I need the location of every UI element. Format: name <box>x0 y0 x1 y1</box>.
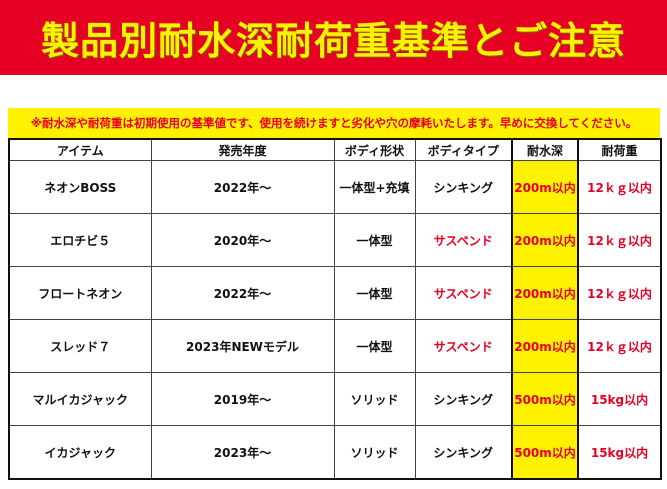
table-row: マルイカジャック 2019年～ ソリッド シンキング 500m以内 15kg以内 <box>8 372 662 426</box>
cell-shape: ソリッド <box>333 425 416 480</box>
cell-shape: 一体型+充填 <box>333 160 416 214</box>
cell-year: 2020年～ <box>150 213 335 267</box>
table-row: イカジャック 2023年～ ソリッド シンキング 500m以内 15kg以内 <box>8 425 662 480</box>
cell-item: フロートネオン <box>8 266 152 320</box>
cell-depth: 200m以内 <box>511 213 579 267</box>
cell-item: エロチビ５ <box>8 213 152 267</box>
cell-item: マルイカジャック <box>8 372 152 426</box>
cell-item: スレッド７ <box>8 319 152 373</box>
cell-depth: 500m以内 <box>511 425 579 480</box>
cell-type: シンキング <box>414 372 513 426</box>
header-type: ボディタイプ <box>414 138 513 161</box>
cell-type: サスペンド <box>414 319 513 373</box>
page-title: 製品別耐水深耐荷重基準とご注意 <box>40 19 626 63</box>
table-header-row: アイテム 発売年度 ボディ形状 ボディタイプ 耐水深 耐荷重 <box>8 138 662 161</box>
spec-table: アイテム 発売年度 ボディ形状 ボディタイプ 耐水深 耐荷重 ネオンBOSS 20… <box>8 138 662 480</box>
cell-load: 12ｋｇ以内 <box>577 266 662 320</box>
table-row: ネオンBOSS 2022年～ 一体型+充填 シンキング 200m以内 12ｋｇ以内 <box>8 160 662 214</box>
cell-type: シンキング <box>414 425 513 480</box>
cell-load: 12ｋｇ以内 <box>577 160 662 214</box>
cell-shape: 一体型 <box>333 319 416 373</box>
cell-type: シンキング <box>414 160 513 214</box>
header-shape: ボディ形状 <box>333 138 416 161</box>
notice-bar: ※耐水深や耐荷重は初期使用の基準値です、使用を続けますと劣化や穴の摩耗いたします… <box>8 108 660 138</box>
title-banner: 製品別耐水深耐荷重基準とご注意 <box>0 0 667 75</box>
cell-shape: ソリッド <box>333 372 416 426</box>
cell-load: 15kg以内 <box>577 372 662 426</box>
cell-item: イカジャック <box>8 425 152 480</box>
header-year: 発売年度 <box>150 138 335 161</box>
cell-load: 12ｋｇ以内 <box>577 213 662 267</box>
cell-depth: 500m以内 <box>511 372 579 426</box>
cell-year: 2023年NEWモデル <box>150 319 335 373</box>
cell-year: 2022年～ <box>150 266 335 320</box>
table-row: スレッド７ 2023年NEWモデル 一体型 サスペンド 200m以内 12ｋｇ以内 <box>8 319 662 373</box>
cell-load: 12ｋｇ以内 <box>577 319 662 373</box>
cell-type: サスペンド <box>414 213 513 267</box>
cell-type: サスペンド <box>414 266 513 320</box>
header-load: 耐荷重 <box>577 138 662 161</box>
cell-shape: 一体型 <box>333 266 416 320</box>
cell-load: 15kg以内 <box>577 425 662 480</box>
cell-shape: 一体型 <box>333 213 416 267</box>
cell-year: 2019年～ <box>150 372 335 426</box>
cell-item: ネオンBOSS <box>8 160 152 214</box>
header-item: アイテム <box>8 138 152 161</box>
table-row: エロチビ５ 2020年～ 一体型 サスペンド 200m以内 12ｋｇ以内 <box>8 213 662 267</box>
header-depth: 耐水深 <box>511 138 579 161</box>
cell-depth: 200m以内 <box>511 160 579 214</box>
table-row: フロートネオン 2022年～ 一体型 サスペンド 200m以内 12ｋｇ以内 <box>8 266 662 320</box>
cell-depth: 200m以内 <box>511 266 579 320</box>
cell-year: 2022年～ <box>150 160 335 214</box>
cell-depth: 200m以内 <box>511 319 579 373</box>
cell-year: 2023年～ <box>150 425 335 480</box>
